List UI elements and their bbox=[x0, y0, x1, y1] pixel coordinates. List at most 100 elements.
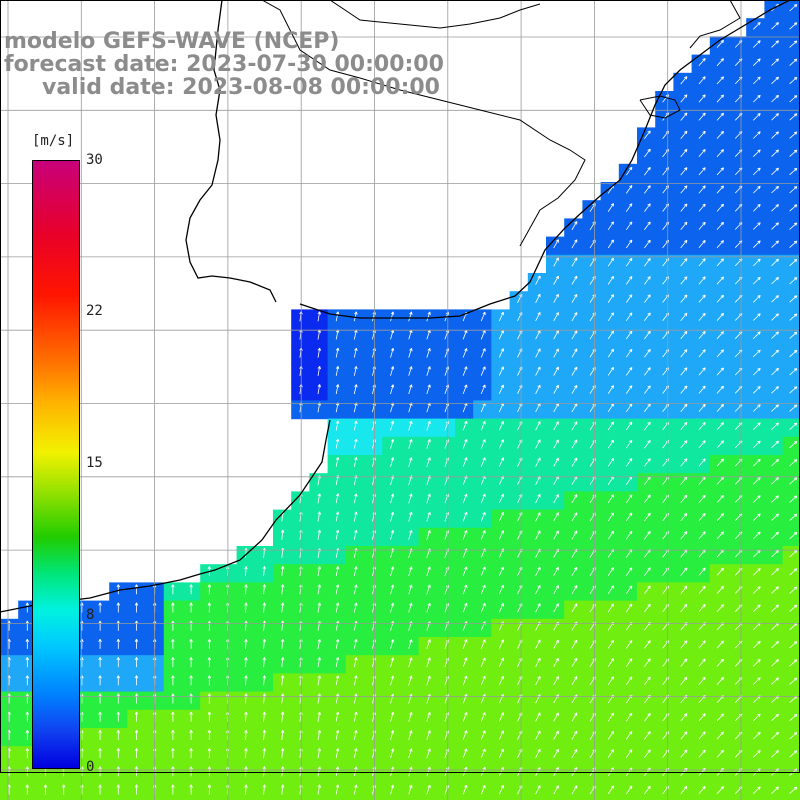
field-cell bbox=[491, 364, 511, 383]
field-cell bbox=[764, 637, 784, 656]
wind-arrow bbox=[789, 422, 798, 430]
wind-arrow bbox=[25, 657, 30, 668]
field-cell bbox=[546, 382, 565, 401]
field-cell bbox=[709, 72, 729, 92]
field-cell bbox=[618, 345, 638, 365]
wind-arrow bbox=[680, 312, 688, 321]
wind-arrow bbox=[753, 295, 761, 303]
wind-arrow bbox=[207, 766, 212, 777]
wind-arrow bbox=[789, 313, 798, 321]
wind-arrow bbox=[335, 748, 340, 759]
wind-arrow bbox=[571, 384, 578, 394]
wind-arrow bbox=[553, 566, 559, 576]
wind-arrow bbox=[335, 493, 340, 504]
wind-arrow bbox=[625, 257, 633, 267]
field-cell bbox=[436, 382, 456, 401]
wind-arrow bbox=[262, 566, 267, 577]
wind-arrow bbox=[335, 511, 340, 522]
wind-arrow bbox=[753, 131, 761, 139]
wind-arrow bbox=[553, 676, 559, 686]
wind-arrow bbox=[353, 657, 358, 668]
wind-arrow bbox=[553, 348, 559, 358]
field-cell bbox=[582, 546, 602, 565]
wind-arrow bbox=[789, 604, 798, 612]
field-cell bbox=[582, 582, 602, 602]
wind-arrow bbox=[189, 748, 193, 759]
wind-arrow bbox=[789, 76, 798, 85]
wind-arrow bbox=[771, 167, 779, 176]
field-cell bbox=[746, 582, 765, 602]
field-cell bbox=[491, 691, 511, 711]
field-cell bbox=[746, 163, 765, 183]
field-cell bbox=[655, 582, 674, 602]
wind-arrow bbox=[789, 641, 798, 649]
wind-arrow bbox=[244, 693, 248, 704]
wind-arrow bbox=[753, 586, 761, 594]
field-cell bbox=[673, 655, 693, 674]
field-cell bbox=[691, 673, 711, 693]
field-cell bbox=[691, 655, 711, 674]
wind-arrow bbox=[607, 385, 614, 394]
colorbar-tick-8: 8 bbox=[86, 607, 95, 623]
field-cell bbox=[764, 527, 784, 547]
field-cell bbox=[764, 200, 784, 219]
wind-arrow bbox=[535, 785, 541, 795]
wind-arrow bbox=[317, 638, 321, 649]
field-cell bbox=[527, 491, 547, 511]
wind-arrow bbox=[571, 566, 578, 576]
wind-arrow bbox=[789, 677, 798, 685]
field-cell bbox=[673, 145, 693, 165]
wind-arrow bbox=[789, 222, 798, 230]
wind-arrow bbox=[644, 603, 651, 613]
wind-arrow bbox=[698, 58, 706, 67]
wind-arrow bbox=[680, 112, 688, 121]
field-cell bbox=[709, 400, 729, 420]
wind-arrow bbox=[680, 731, 688, 740]
wind-arrow bbox=[335, 456, 340, 467]
field-cell bbox=[546, 728, 565, 747]
field-cell bbox=[491, 491, 511, 511]
wind-arrow bbox=[116, 729, 121, 740]
wind-arrow bbox=[644, 512, 651, 522]
field-cell bbox=[546, 527, 565, 547]
field-cell bbox=[618, 291, 638, 310]
wind-arrow bbox=[480, 530, 486, 540]
wind-arrow bbox=[280, 602, 285, 613]
wind-arrow bbox=[498, 366, 504, 376]
field-cell bbox=[637, 236, 656, 256]
field-cell bbox=[691, 600, 711, 620]
wind-arrow bbox=[625, 330, 633, 340]
wind-arrow bbox=[771, 640, 779, 649]
wind-arrow bbox=[789, 495, 798, 503]
field-cell bbox=[582, 764, 602, 784]
wind-arrow bbox=[535, 657, 541, 667]
wind-arrow bbox=[571, 293, 578, 303]
wind-arrow bbox=[171, 602, 175, 613]
wind-arrow bbox=[680, 258, 688, 267]
field-cell bbox=[673, 637, 693, 656]
wind-arrow bbox=[571, 421, 578, 431]
wind-arrow bbox=[716, 403, 724, 412]
wind-arrow bbox=[426, 639, 431, 649]
wind-arrow bbox=[698, 130, 706, 139]
wind-arrow bbox=[716, 294, 724, 303]
wind-arrow bbox=[789, 531, 798, 540]
wind-arrow bbox=[98, 657, 102, 668]
wind-arrow bbox=[698, 513, 706, 522]
wind-arrow bbox=[571, 585, 578, 595]
wind-arrow bbox=[353, 730, 358, 740]
wind-arrow bbox=[753, 94, 761, 103]
wind-arrow bbox=[753, 149, 761, 157]
field-cell bbox=[491, 546, 511, 565]
wind-arrow bbox=[553, 257, 559, 267]
field-cell bbox=[527, 709, 547, 729]
field-cell bbox=[582, 728, 602, 747]
wind-arrow bbox=[390, 602, 395, 613]
field-cell bbox=[673, 527, 693, 547]
wind-arrow bbox=[553, 239, 559, 249]
wind-arrow bbox=[625, 221, 633, 231]
field-cell bbox=[673, 72, 693, 92]
wind-arrow bbox=[716, 276, 724, 285]
wind-arrow bbox=[317, 493, 321, 504]
field-cell bbox=[637, 309, 656, 329]
